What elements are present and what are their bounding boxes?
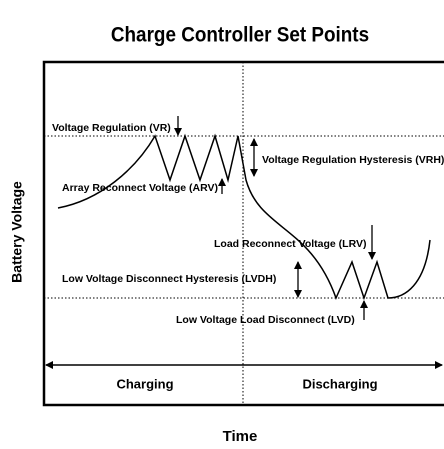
y-axis-label: Battery Voltage [9,181,25,283]
lvdh-label: Low Voltage Disconnect Hysteresis (LVDH) [62,273,276,285]
vr-label: Voltage Regulation (VR) [52,122,171,134]
vrh-label: Voltage Regulation Hysteresis (VRH) [262,154,444,166]
lvd-label: Low Voltage Load Disconnect (LVD) [176,314,355,326]
frame [42,60,444,407]
x-axis-label: Time [223,428,258,445]
voltage-curve [57,133,431,301]
lrv-label: Load Reconnect Voltage (LRV) [214,238,366,250]
phase-label: Charging [116,376,173,391]
arv-label: Array Reconnect Voltage (ARV) [62,182,218,194]
phase-label: Discharging [302,376,377,391]
title: Charge Controller Set Points [111,24,369,47]
